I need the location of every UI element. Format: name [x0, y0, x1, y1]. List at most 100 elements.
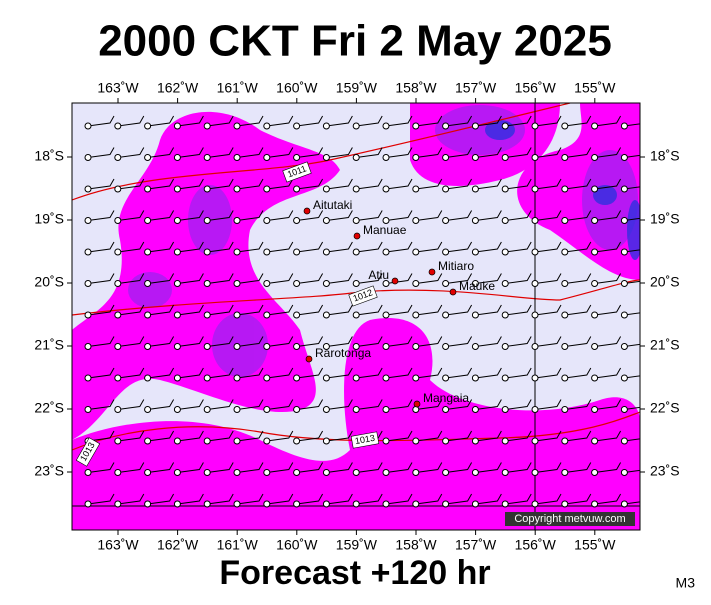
- wind-barb: [564, 399, 592, 410]
- barb-station: [233, 185, 241, 193]
- barb-station: [203, 217, 211, 224]
- barb-station: [591, 248, 599, 256]
- barb-station: [352, 406, 360, 413]
- barb-station: [263, 500, 271, 508]
- barb-station: [173, 437, 181, 445]
- place-marker: [391, 277, 399, 285]
- place-marker: [303, 207, 311, 215]
- wind-barb: [475, 430, 502, 442]
- wind-barb: [147, 399, 175, 410]
- wind-barb: [236, 430, 264, 442]
- wind-barb: [475, 493, 502, 505]
- barb-station: [173, 217, 181, 224]
- wind-barb: [147, 210, 175, 221]
- title: 2000 CKT Fri 2 May 2025: [98, 17, 612, 66]
- latitude-label-right: 23˚S: [650, 463, 680, 479]
- barb-station: [501, 374, 509, 382]
- barb-station: [471, 248, 479, 256]
- barb-station: [561, 154, 569, 161]
- barb-station: [203, 280, 211, 287]
- wind-barb: [415, 367, 443, 379]
- wind-barb: [87, 304, 115, 316]
- barb-station: [144, 217, 152, 224]
- longitude-label-top: 162˚W: [157, 80, 199, 96]
- wind-barb: [87, 210, 115, 221]
- wind-barb: [296, 462, 324, 473]
- barb-station: [501, 185, 509, 193]
- barb-station: [322, 343, 330, 350]
- place-label: Mitiaro: [438, 259, 474, 273]
- map-area: [72, 103, 640, 530]
- barb-station: [382, 406, 390, 413]
- barb-station: [173, 311, 181, 319]
- wind-barb: [415, 430, 443, 442]
- wind-barb: [534, 430, 562, 442]
- barb-station: [233, 469, 241, 476]
- wind-barb: [475, 273, 502, 284]
- wind-barb: [326, 115, 353, 127]
- place-label: Aitutaki: [313, 198, 352, 212]
- barb-station: [114, 406, 122, 413]
- barb-station: [144, 122, 152, 130]
- wind-barb: [356, 210, 383, 221]
- longitude-label-top: 163˚W: [97, 80, 139, 96]
- barb-station: [322, 217, 330, 224]
- wind-barb: [534, 210, 562, 221]
- barb-station: [173, 280, 181, 287]
- latitude-label-left: 21˚S: [34, 337, 64, 353]
- barb-station: [144, 406, 152, 413]
- barb-station: [442, 154, 450, 161]
- barb-station: [412, 437, 420, 445]
- barb-station: [114, 311, 122, 319]
- barb-station: [84, 343, 92, 350]
- barb-station: [84, 469, 92, 476]
- isobar-label: 1011: [282, 161, 312, 183]
- wind-barb: [624, 375, 640, 379]
- barb-station: [561, 217, 569, 224]
- barb-station: [114, 280, 122, 287]
- barb-station: [293, 311, 301, 319]
- wind-barb: [207, 462, 234, 473]
- isobar-label: 1013: [350, 431, 380, 449]
- wind-barb: [445, 178, 473, 190]
- wind-barb: [356, 147, 383, 158]
- wind-barb: [326, 178, 353, 190]
- wind-barb: [445, 367, 473, 379]
- barb-station: [501, 500, 509, 508]
- wind-barb: [326, 462, 353, 473]
- wind-barb: [624, 469, 640, 473]
- place-label: Manuae: [363, 223, 407, 237]
- barb-station: [412, 343, 420, 350]
- wind-barb: [594, 367, 622, 379]
- barb-station: [352, 185, 360, 193]
- barb-station: [84, 185, 92, 193]
- barb-station: [382, 122, 390, 130]
- wind-barb: [475, 462, 502, 473]
- wind-barb: [177, 399, 204, 410]
- wind-barb: [594, 462, 622, 473]
- wind-barb: [505, 210, 532, 221]
- wind-barb: [236, 336, 264, 347]
- barb-station: [531, 154, 539, 161]
- wind-barb: [296, 273, 324, 284]
- wind-barb: [117, 304, 145, 316]
- wind-barb: [415, 147, 443, 158]
- barb-station: [382, 374, 390, 382]
- copyright: Copyright metvuw.com: [514, 513, 625, 525]
- wind-barb: [236, 304, 264, 316]
- barb-station: [293, 500, 301, 508]
- barb-station: [144, 280, 152, 287]
- barb-station: [501, 343, 509, 350]
- wind-barb: [266, 178, 294, 190]
- barb-station: [412, 122, 420, 130]
- wind-barb: [177, 493, 204, 505]
- wind-barb: [445, 241, 473, 253]
- barb-station: [293, 280, 301, 287]
- wind-barb: [624, 501, 640, 505]
- wind-barb: [594, 336, 622, 347]
- barb-station: [203, 154, 211, 161]
- latitude-label-right: 18˚S: [650, 148, 680, 164]
- barb-station: [322, 248, 330, 256]
- barb-station: [442, 500, 450, 508]
- barb-station: [471, 280, 479, 287]
